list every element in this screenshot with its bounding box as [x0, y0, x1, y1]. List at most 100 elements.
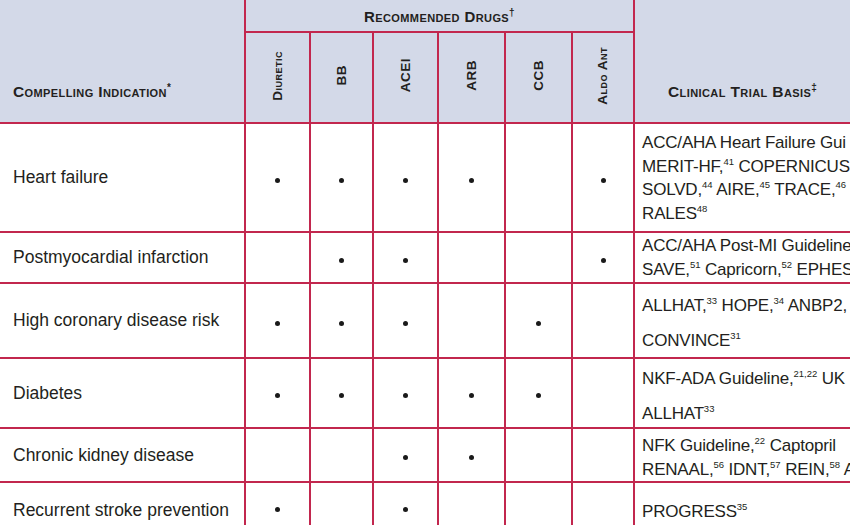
indication-cell: Postmyocardial infarction — [0, 232, 245, 283]
citation-superscript: 31 — [730, 330, 741, 341]
indication-cell: Recurrent stroke prevention — [0, 482, 245, 525]
trial-line: MERIT-HF,41 COPERNICUS, — [642, 152, 850, 176]
recommended-dot — [403, 507, 408, 512]
trial-basis-cell: PROGRESS35 — [634, 482, 850, 525]
recommended-dot — [275, 507, 280, 512]
trial-line: SAVE,51 Capricorn,52 EPHES — [642, 255, 850, 279]
trial-basis-cell: NFK Guideline,22 CaptoprilRENAAL,56 IDNT… — [634, 428, 850, 482]
table-row: Chronic kidney disease NFK Guideline,22 C… — [0, 428, 850, 482]
trial-line: SOLVD,44 AIRE,45 TRACE,46 V — [642, 175, 850, 199]
recommended-dot — [275, 178, 280, 183]
drug-recommended-cell — [438, 358, 505, 428]
acei-label: ACEI — [399, 58, 413, 92]
trial-basis-cell: ALLHAT,33 HOPE,34 ANBP2,CONVINCE31 — [634, 283, 850, 358]
column-header-aldo-ant: Aldo Ant — [572, 32, 634, 123]
drug-recommended-cell — [373, 123, 438, 232]
citation-superscript: 44 — [702, 179, 713, 190]
recommended-dot — [403, 178, 408, 183]
compelling-indication-label: Compelling Indication — [13, 83, 167, 100]
recommended-dot — [339, 393, 344, 398]
trial-line: ACC/AHA Post-MI Guideline — [642, 236, 850, 255]
indication-label: Recurrent stroke prevention — [13, 500, 229, 520]
indication-label: Heart failure — [13, 167, 108, 187]
column-header-diuretic: Diuretic — [245, 32, 310, 123]
drug-recommended-cell — [310, 358, 373, 428]
trial-line: CONVINCE31 — [642, 326, 850, 350]
recommended-dot — [403, 321, 408, 326]
trial-footnote-mark: ‡ — [811, 82, 817, 93]
drug-recommended-cell — [245, 283, 310, 358]
drug-empty-cell — [245, 428, 310, 482]
trial-basis-text: ACC/AHA Post-MI GuidelineSAVE,51 Caprico… — [635, 236, 850, 279]
recommended-dot — [339, 178, 344, 183]
trial-line: ACC/AHA Heart Failure Gui — [642, 133, 850, 152]
drug-recommended-cell — [310, 232, 373, 283]
table-header: Compelling Indication* Recommended Drugs… — [0, 0, 850, 123]
trial-basis-text: ALLHAT,33 HOPE,34 ANBP2,CONVINCE31 — [635, 291, 850, 349]
trial-line: RALES48 — [642, 199, 850, 223]
drug-empty-cell — [438, 482, 505, 525]
recommended-dot — [403, 393, 408, 398]
drug-recommended-cell — [245, 358, 310, 428]
citation-superscript: 46 — [835, 179, 846, 190]
drug-recommended-cell — [505, 283, 572, 358]
drug-empty-cell — [505, 428, 572, 482]
clinical-trial-basis-header: Clinical Trial Basis‡ — [634, 0, 850, 123]
drug-empty-cell — [245, 232, 310, 283]
citation-superscript: 52 — [781, 259, 792, 270]
citation-superscript: 48 — [697, 203, 708, 214]
drug-empty-cell — [505, 123, 572, 232]
citation-superscript: 58 — [829, 459, 840, 470]
trial-line: PROGRESS35 — [642, 497, 850, 521]
recommended-dot — [339, 258, 344, 263]
drug-recommended-cell — [373, 232, 438, 283]
arb-label: ARB — [465, 60, 479, 91]
trial-basis-text: PROGRESS35 — [635, 497, 850, 525]
table-row: Recurrent stroke prevention PROGRESS35 — [0, 482, 850, 525]
trial-basis-cell: NKF-ADA Guideline,21,22 UKALLHAT33 — [634, 358, 850, 428]
citation-superscript: 41 — [723, 156, 734, 167]
table-row: DiabetesNKF-ADA Guideline,21,22 UKALLHAT… — [0, 358, 850, 428]
recommended-drugs-label: Recommended Drugs — [364, 8, 509, 25]
drug-recommended-cell — [373, 428, 438, 482]
drug-empty-cell — [505, 232, 572, 283]
recommended-dot — [275, 393, 280, 398]
citation-superscript: 21,22 — [793, 368, 817, 379]
indication-label: Chronic kidney disease — [13, 445, 194, 465]
table-row: High coronary disease risk ALLHAT,33 HOPE… — [0, 283, 850, 358]
drug-recommended-cell — [373, 358, 438, 428]
recommended-dot — [469, 455, 474, 460]
drug-recommended-cell — [245, 482, 310, 525]
indication-footnote-mark: * — [167, 82, 171, 93]
column-header-arb: ARB — [438, 32, 505, 123]
drug-recommended-cell — [572, 123, 634, 232]
drug-empty-cell — [310, 482, 373, 525]
citation-superscript: 22 — [755, 435, 766, 446]
citation-superscript: 51 — [690, 259, 701, 270]
drugs-footnote-mark: † — [509, 7, 515, 18]
recommended-dot — [339, 321, 344, 326]
table-row: Postmyocardial infarction ACC/AHA Post-MI… — [0, 232, 850, 283]
recommended-dot — [536, 321, 541, 326]
ccb-label: CCB — [532, 60, 546, 91]
aldo-ant-label: Aldo Ant — [596, 47, 610, 105]
trial-basis-text: ACC/AHA Heart Failure GuiMERIT-HF,41 COP… — [635, 133, 850, 223]
drug-empty-cell — [438, 283, 505, 358]
citation-superscript: 33 — [707, 295, 718, 306]
compelling-indications-table: Compelling Indication* Recommended Drugs… — [0, 0, 850, 525]
citation-superscript: 57 — [770, 459, 781, 470]
drug-empty-cell — [438, 232, 505, 283]
trial-basis-text: NFK Guideline,22 CaptoprilRENAAL,56 IDNT… — [635, 431, 850, 478]
drug-recommended-cell — [373, 283, 438, 358]
citation-superscript: 34 — [774, 295, 785, 306]
indication-cell: Heart failure — [0, 123, 245, 232]
column-header-bb: BB — [310, 32, 373, 123]
recommended-dot — [536, 393, 541, 398]
indication-label: High coronary disease risk — [13, 310, 219, 330]
recommended-dot — [601, 258, 606, 263]
drug-empty-cell — [310, 428, 373, 482]
recommended-dot — [469, 393, 474, 398]
recommended-dot — [403, 455, 408, 460]
drug-recommended-cell — [438, 123, 505, 232]
drug-recommended-cell — [572, 232, 634, 283]
